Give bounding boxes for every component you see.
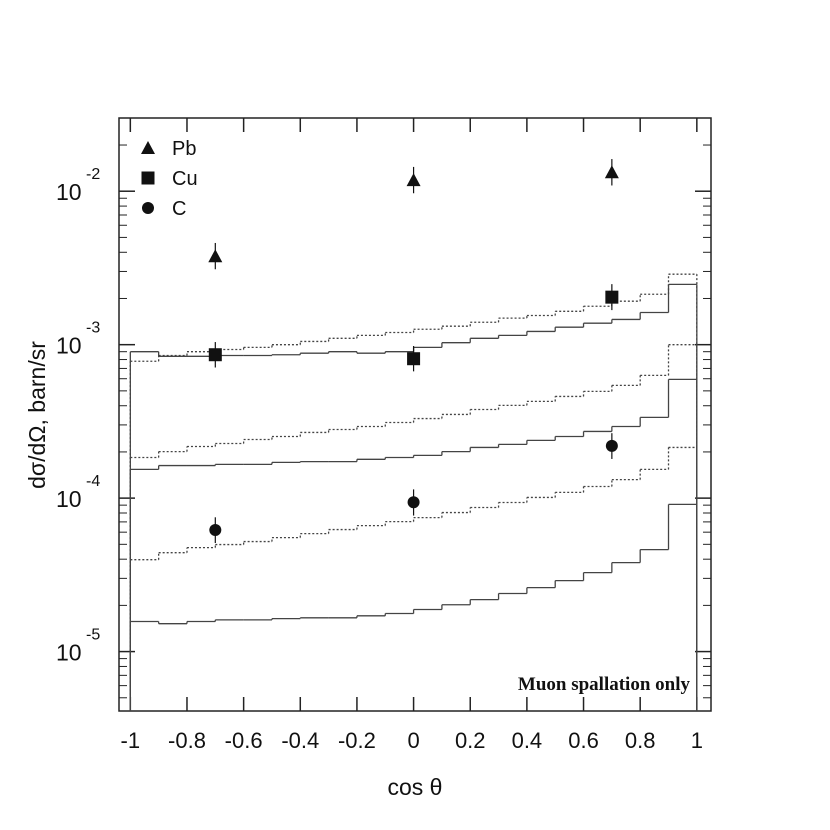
marker-circle — [209, 523, 222, 536]
legend-label: C — [172, 198, 186, 220]
x-axis-label: cos θ — [388, 774, 443, 800]
marker-square — [208, 348, 222, 362]
x-tick-label: -0.6 — [225, 728, 263, 753]
legend-label: Cu — [172, 168, 198, 190]
x-tick-label: 0.2 — [455, 728, 486, 753]
annotation: Muon spallation only — [518, 674, 691, 695]
marker-square — [141, 171, 155, 185]
x-tick-label: 0.4 — [512, 728, 543, 753]
y-tick-label: 10 — [56, 179, 82, 205]
y-tick-exponent: -3 — [86, 320, 100, 337]
y-tick-label: 10 — [56, 333, 82, 359]
marker-circle — [605, 439, 618, 452]
legend-label: Pb — [172, 138, 196, 160]
marker-circle — [407, 496, 420, 509]
x-tick-label: -0.2 — [338, 728, 376, 753]
y-tick-exponent: -2 — [86, 166, 100, 183]
x-tick-label: -1 — [121, 728, 141, 753]
marker-triangle — [406, 173, 421, 187]
y-axis-label: dσ/dΩ, barn/sr — [24, 341, 50, 489]
x-tick-label: 0.6 — [568, 728, 599, 753]
marker-triangle — [141, 141, 155, 154]
marker-circle — [142, 202, 154, 214]
y-tick-exponent: -5 — [86, 627, 100, 644]
x-tick-label: 0 — [407, 728, 419, 753]
x-tick-label: 0.8 — [625, 728, 656, 753]
plot-frame — [118, 117, 712, 712]
y-tick-exponent: -4 — [86, 473, 100, 490]
marker-square — [605, 290, 619, 304]
x-tick-label: -0.4 — [281, 728, 319, 753]
marker-square — [407, 352, 421, 366]
y-tick-label: 10 — [56, 486, 82, 512]
x-tick-label: -0.8 — [168, 728, 206, 753]
marker-triangle — [208, 249, 223, 263]
marker-triangle — [604, 165, 619, 179]
y-tick-label: 10 — [56, 640, 82, 666]
x-tick-label: 1 — [691, 728, 703, 753]
